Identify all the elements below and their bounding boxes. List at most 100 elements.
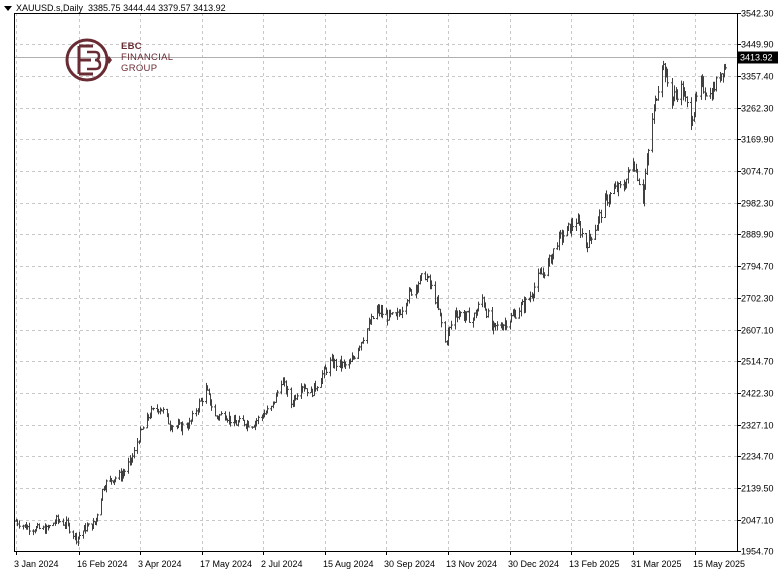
- y-tick-label: 2327.10: [741, 421, 774, 431]
- ohlc-bar: [325, 367, 328, 375]
- ohlc-bar: [335, 358, 338, 372]
- ohlc-bar: [450, 320, 453, 330]
- y-tick-label: 2607.10: [741, 326, 774, 336]
- ohlc-bar: [191, 410, 194, 422]
- ohlc-bar: [420, 273, 423, 281]
- ohlc-bar: [381, 305, 384, 319]
- logo-line-2: FINANCIAL: [121, 52, 174, 63]
- ohlc-bar: [533, 282, 536, 299]
- y-tick-label: 3449.90: [741, 40, 774, 50]
- ohlc-bar: [123, 469, 126, 477]
- ohlc-bar: [78, 531, 81, 540]
- dropdown-triangle-icon[interactable]: [4, 6, 12, 12]
- x-tick-label: 15 May 2025: [693, 559, 745, 569]
- ohlc-bar: [171, 425, 174, 433]
- ohlc-bar: [87, 523, 90, 527]
- chart-header[interactable]: XAUUSD.s,Daily 3385.75 3444.44 3379.57 3…: [4, 3, 226, 13]
- y-tick-label: 2234.70: [741, 452, 774, 462]
- ohlc-bar: [220, 411, 223, 416]
- x-tick-label: 16 Feb 2024: [77, 559, 128, 569]
- ohlc-bar: [28, 522, 31, 536]
- ohlc-bar: [600, 209, 603, 223]
- ohlc-bar: [496, 321, 499, 331]
- ohlc-bar: [676, 89, 679, 102]
- logo-brand: EBC: [121, 41, 142, 52]
- ohlc-bar: [590, 236, 593, 244]
- ohlc-bar: [58, 518, 61, 523]
- ohlc-bar: [316, 386, 319, 392]
- y-tick-label: 1954.70: [741, 547, 774, 557]
- ohlc-bar: [552, 248, 555, 260]
- ohlc-bar: [114, 476, 117, 483]
- ohlc-bar: [372, 316, 375, 320]
- x-tick-label: 31 Mar 2025: [631, 559, 682, 569]
- y-tick-label: 3357.40: [741, 72, 774, 82]
- ohlc-bar: [543, 272, 546, 279]
- ohlc-bar: [229, 415, 232, 427]
- ohlc-bar: [609, 192, 612, 205]
- ohlc-bar: [647, 148, 650, 166]
- ohlc-bar: [401, 306, 404, 319]
- ohlc-bar: [286, 385, 289, 397]
- last-price-label: 3413.92: [740, 53, 773, 63]
- last-price-line: 3413.92: [14, 51, 778, 64]
- ohlc-bar: [362, 337, 365, 344]
- ohlc-bar: [666, 68, 669, 87]
- x-tick-label: 30 Dec 2024: [508, 559, 559, 569]
- ohlc-bar: [695, 91, 698, 102]
- ohlc-bar: [152, 407, 155, 411]
- y-tick-label: 2139.50: [741, 484, 774, 494]
- ohlc-bar: [628, 169, 631, 173]
- ohlc-bar: [266, 405, 269, 414]
- y-tick-label: 3169.90: [741, 135, 774, 145]
- y-tick-label: 2982.30: [741, 199, 774, 209]
- y-tick-label: 2047.10: [741, 516, 774, 526]
- ebc-logo-icon: [65, 38, 112, 82]
- ebc-logo: EBC FINANCIAL GROUP: [65, 36, 195, 86]
- ohlc-bar: [724, 63, 727, 70]
- ohlc-bar: [657, 86, 660, 101]
- ohlc-bar: [105, 479, 108, 493]
- y-tick-label: 3074.70: [741, 167, 774, 177]
- ohlc-bar: [487, 308, 490, 318]
- y-tick-label: 2422.30: [741, 389, 774, 399]
- ohlc-bar: [581, 228, 584, 238]
- x-tick-label: 2 Jul 2024: [261, 559, 303, 569]
- ohlc-bar: [210, 399, 213, 411]
- ohlc-bar: [505, 320, 508, 330]
- ohlc-bar: [181, 421, 184, 436]
- last-price-label-bg: [738, 51, 778, 64]
- plot-frame: [14, 13, 738, 552]
- ohlc-bar: [440, 312, 443, 328]
- ohlc-bar: [162, 407, 165, 414]
- ohlc-bar: [468, 307, 471, 324]
- y-tick-label: 2794.70: [741, 262, 774, 272]
- y-tick-label: 2702.30: [741, 294, 774, 304]
- ohlc-bar: [247, 420, 250, 428]
- ohlc-bar: [459, 311, 462, 317]
- grid: [14, 13, 737, 552]
- ohlc-bar: [296, 393, 299, 400]
- ohlc-bar: [391, 312, 394, 315]
- ohlc-bar: [18, 520, 21, 529]
- ohlc-bar: [133, 447, 136, 459]
- ohlc-bar: [238, 415, 241, 423]
- ohlc-bar: [142, 426, 145, 430]
- ohlc-bar: [257, 415, 260, 425]
- ohlc-bar: [562, 230, 565, 243]
- x-tick-label: 3 Apr 2024: [138, 559, 182, 569]
- ohlc-bar: [410, 289, 413, 296]
- ohlc-bar: [201, 397, 204, 407]
- ohlc-bar: [705, 92, 708, 97]
- ohlc-bar: [430, 280, 433, 290]
- ohlc-bar: [38, 523, 41, 530]
- x-tick-label: 3 Jan 2024: [14, 559, 59, 569]
- axes: 3542.30 3449.90 3357.40 3262.30 3169.90 3074.…: [14, 9, 774, 569]
- ohlc-bar: [686, 96, 689, 108]
- ohlc-bar: [619, 181, 622, 189]
- y-tick-label: 2889.90: [741, 230, 774, 240]
- ohlc-bar: [524, 297, 527, 313]
- y-tick-label: 3262.30: [741, 104, 774, 114]
